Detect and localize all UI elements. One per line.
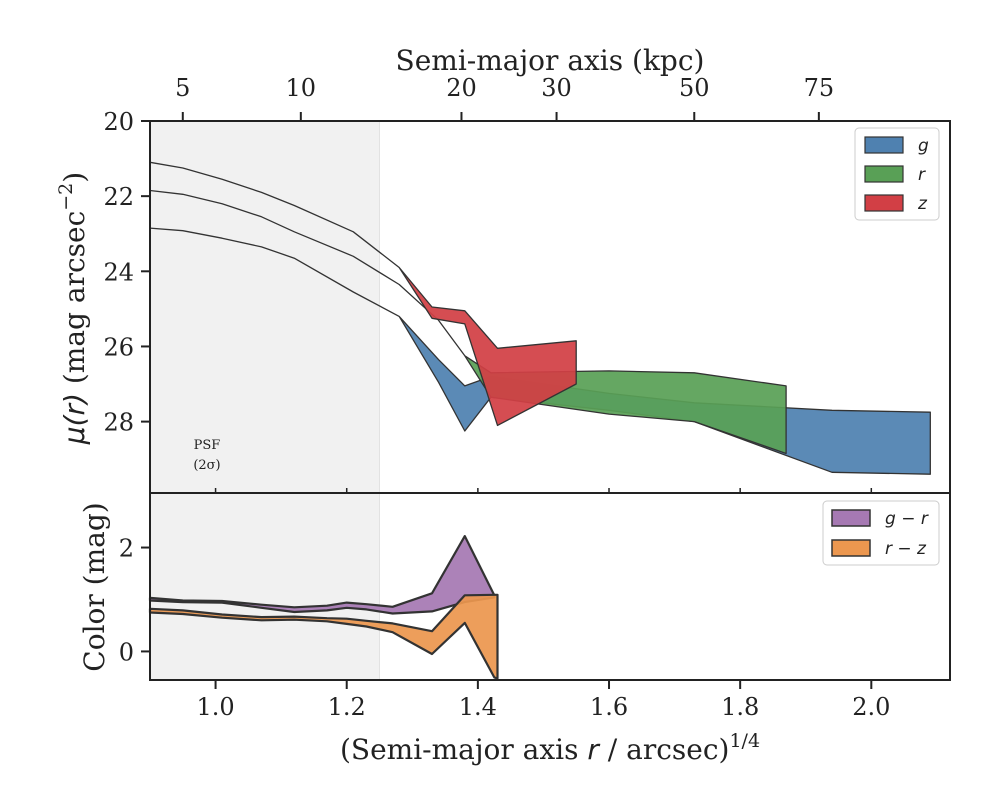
x-tick-label: 1.2	[328, 693, 366, 721]
legend-swatch-r	[864, 165, 904, 183]
surface-brightness-bands	[149, 161, 931, 475]
legend-swatch-z	[864, 194, 904, 212]
top-y-ticks: 20 22 24 26 28	[103, 108, 150, 437]
color-bands	[148, 534, 499, 680]
band-z	[149, 161, 577, 427]
legend-label-z: z	[917, 194, 928, 214]
kpc-tick-label: 5	[175, 74, 190, 102]
psf-annotation-line1: PSF	[194, 438, 221, 453]
legend-label-r: r	[918, 165, 926, 185]
x-tick-label: 1.0	[196, 693, 234, 721]
legend-swatch-g	[864, 136, 904, 154]
legend-swatch	[831, 509, 871, 527]
x-tick-label: 1.4	[459, 693, 497, 721]
y-tick-label: 24	[103, 258, 134, 286]
y-tick-label: 0	[119, 638, 134, 666]
y-tick-label: 20	[103, 108, 134, 136]
y-tick-label: 22	[103, 183, 134, 211]
kpc-tick-label: 20	[446, 74, 477, 102]
y-tick-label: 28	[103, 409, 134, 437]
bottom-y-ticks: 02	[119, 535, 150, 666]
x-tick-label: 1.8	[721, 693, 759, 721]
kpc-axis-label: Semi-major axis (kpc)	[396, 44, 705, 77]
bottom-y-axis-label: Color (mag)	[78, 502, 111, 671]
svg-text:μ(r) (mag arcsec−2): μ(r) (mag arcsec−2)	[55, 172, 91, 445]
kpc-tick-label: 75	[804, 74, 835, 102]
y-tick-label: 2	[119, 535, 134, 563]
kpc-axis-ticks: 5 10 20 30 50 75	[175, 74, 834, 121]
kpc-tick-label: 30	[541, 74, 572, 102]
legend-label: r − z	[885, 539, 927, 559]
band-rz	[148, 593, 499, 680]
psf-region	[149, 120, 381, 494]
color-legend: g − r r − z	[822, 500, 940, 566]
y-tick-label: 26	[103, 333, 134, 361]
color-panel: 02 1.0 1.2 1.4 1.6 1.8 2.0 Color (mag) (Semi-…	[78, 492, 951, 766]
kpc-tick-label: 10	[286, 74, 317, 102]
x-axis-label: (Semi-major axis r / arcsec)1/4	[340, 730, 760, 766]
legend-swatch	[831, 539, 871, 557]
x-tick-label: 2.0	[852, 693, 890, 721]
band-legend: grz	[854, 127, 940, 221]
psf-region	[149, 492, 381, 681]
legend-label-g: g	[918, 136, 929, 156]
kpc-tick-label: 50	[679, 74, 710, 102]
x-tick-label: 1.6	[590, 693, 628, 721]
psf-annotation-line2: (2σ)	[193, 458, 220, 473]
band-r	[149, 189, 787, 455]
legend-label: g − r	[885, 509, 929, 529]
bottom-axes-frame	[149, 492, 951, 681]
bottom-x-ticks: 1.0 1.2 1.4 1.6 1.8 2.0	[196, 680, 890, 721]
top-y-axis-label: μ(r) (mag arcsec−2)	[55, 172, 91, 445]
